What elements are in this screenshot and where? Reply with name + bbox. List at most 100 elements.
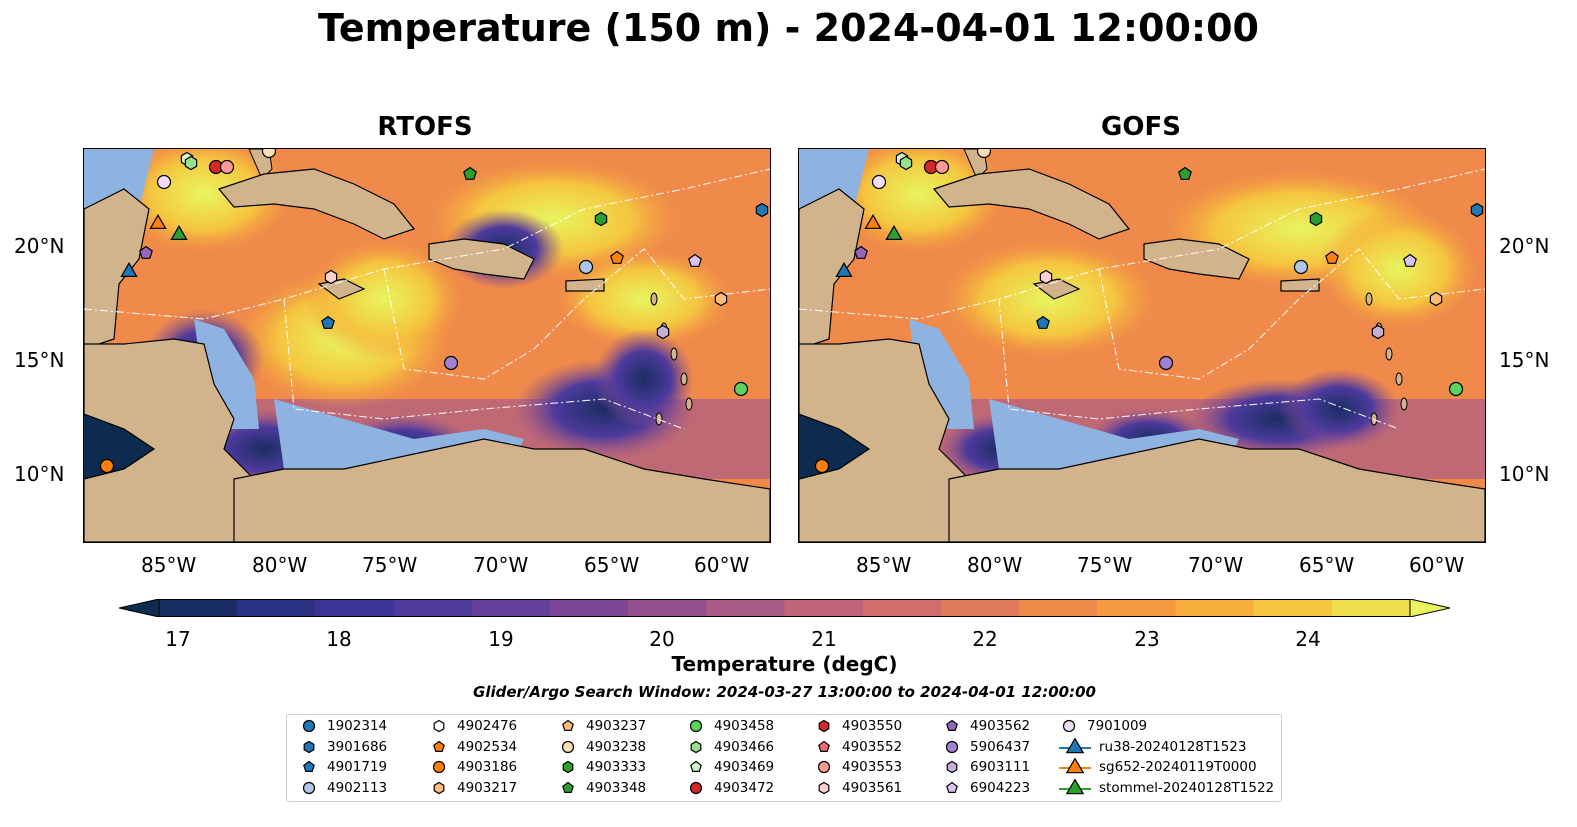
pentagon-marker [1325,250,1339,264]
circle-marker [99,458,115,474]
hexagon-marker [1309,211,1323,227]
gofs-map [798,148,1486,543]
circle-marker [976,149,992,159]
legend-item-label: 4903458 [714,718,775,734]
legend-item: 4903333 [558,757,646,777]
circle-marker [689,719,703,733]
legend-item-label: 4902476 [457,718,518,734]
pentagon-icon [433,740,445,752]
circle-marker [733,381,749,397]
lat-label-20n-left: 20°N [14,234,65,258]
hexagon-marker [714,291,728,307]
legend-item-label: stommel-20240128T1522 [1099,779,1275,796]
lat-label-15n-right: 15°N [1499,348,1550,372]
pentagon-marker [562,719,574,731]
lat-label-15n-left: 15°N [14,348,65,372]
hexagon-marker [818,719,830,733]
pentagon-marker [139,245,153,259]
cbar-segment [862,599,942,617]
legend-item: stommel-20240128T1522 [1059,778,1274,798]
pentagon-marker [946,719,958,731]
legend-item: 6904223 [942,778,1030,798]
hexagon-icon [303,740,315,753]
legend-item-label: 4901719 [327,759,388,775]
pentagon-marker [433,740,445,752]
cbar-segment [315,599,395,617]
hexagon-marker [755,202,769,218]
hexagon-marker [303,740,315,753]
legend-item: ru38-20240128T1523 [1059,737,1246,757]
circle-icon [1062,719,1076,733]
legend-item-label: 4903186 [457,759,518,775]
hexagon-marker [433,781,445,794]
pentagon-icon [946,781,958,793]
legend-item-label: 4903472 [714,779,775,796]
legend-item: 4903237 [558,716,646,736]
pentagon-icon [303,760,315,772]
triangle-marker [885,224,903,241]
lon-label-60w-right: 60°W [1409,553,1465,577]
circle-marker [1158,355,1174,371]
legend-item-label: 1902314 [327,718,388,734]
lat-label-20n-right: 20°N [1499,234,1550,258]
cbar-segment [1019,599,1098,617]
legend: 1902314 3901686 4901719 4902113 4902476 49025… [286,714,1282,802]
cbar-segment [1175,599,1255,617]
circle-icon [302,719,316,733]
pentagon-marker [610,250,624,264]
triangle-marker [835,261,853,278]
hexagon-marker [324,269,338,285]
circle-marker [945,740,959,753]
circle-icon [561,740,575,753]
lon-label-85w-right: 85°W [856,553,912,577]
hexagon-marker [899,155,913,171]
hexagon-marker [1429,291,1443,307]
temperature-colorbar [119,599,1450,617]
hexagon-marker [562,760,574,774]
circle-marker [814,458,830,474]
legend-item-label: 4902113 [327,779,388,796]
cbar-tick-19: 19 [488,627,514,651]
circle-marker [302,781,316,794]
hexagon-marker [184,155,198,171]
lon-label-60w-left: 60°W [694,553,750,577]
cbar-segment [628,599,707,617]
legend-item: 4902476 [429,716,517,736]
hexagon-icon [433,781,445,794]
circle-marker [578,259,594,275]
triangle-marker [1065,737,1085,753]
hexagon-marker [594,211,608,227]
lon-label-80w-right: 80°W [967,553,1023,577]
cbar-tick-21: 21 [811,627,837,651]
hexagon-marker [1039,269,1053,285]
pentagon-marker [690,760,702,772]
legend-item: 4902534 [429,737,517,757]
hexagon-marker [1371,324,1385,340]
triangle-marker [1065,778,1085,794]
legend-item: sg652-20240119T0000 [1059,757,1257,777]
legend-item-label: 4902534 [457,738,518,755]
legend-item: 4903348 [558,778,646,798]
hexagon-marker [818,781,830,794]
cbar-segment [549,599,629,617]
circle-marker [1062,719,1076,733]
legend-item: 4902113 [299,778,387,798]
lon-label-75w-left: 75°W [362,553,418,577]
circle-marker [432,760,446,774]
legend-item: 4903553 [814,757,902,777]
cbar-tick-17: 17 [165,627,191,651]
pentagon-marker [303,760,315,772]
legend-item-label: 6904223 [970,779,1031,796]
pentagon-icon [562,719,574,731]
panel-title-rtofs: RTOFS [377,112,473,142]
cbar-segment [237,599,316,617]
legend-item: 4903472 [686,778,774,798]
legend-item-label: 3901686 [327,738,388,755]
legend-item-label: sg652-20240119T0000 [1099,759,1257,775]
colorbar-label: Temperature (degC) [671,652,898,676]
circle-marker [261,149,277,159]
legend-item: 4903552 [814,737,902,757]
circle-marker [302,719,316,733]
pentagon-marker [818,740,830,752]
circle-marker [156,174,172,190]
